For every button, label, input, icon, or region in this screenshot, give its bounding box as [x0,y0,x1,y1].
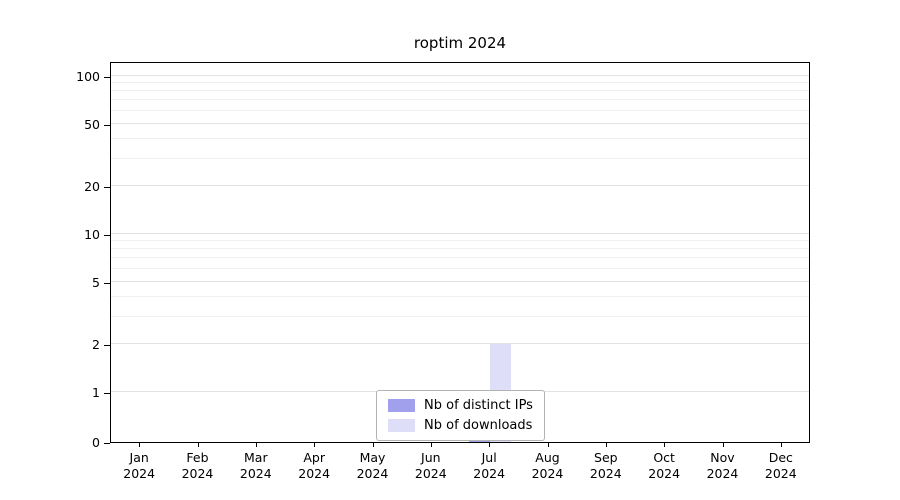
y-tick-mark-icon [104,393,110,394]
y-tick-mark-icon [104,187,110,189]
gridline-minor [111,248,809,250]
x-tick-label: May 2024 [356,450,389,481]
gridline-minor [111,90,809,92]
legend-label-downloads: Nb of downloads [424,418,533,433]
x-tick-mark-icon [547,443,549,447]
x-tick-label: Apr 2024 [298,450,331,481]
x-tick-mark-icon [430,443,432,447]
legend-item-downloads: Nb of downloads [388,418,533,433]
gridline-major [111,280,809,282]
legend-label-distinct-ips: Nb of distinct IPs [424,398,533,413]
x-tick-mark-icon [372,443,374,447]
x-tick-label: Nov 2024 [706,450,739,481]
x-tick-mark-icon [722,443,724,447]
y-tick-label: 5 [92,274,100,290]
y-tick-label: 1 [92,385,100,400]
gridline-minor [111,99,809,101]
gridline-major [111,233,809,234]
gridline-minor [111,315,809,317]
gridline-major [111,185,809,187]
y-tick-label: 20 [84,179,100,195]
gridline-major [111,343,809,345]
x-tick-label: Aug 2024 [531,450,564,481]
y-tick-label: 100 [76,69,100,84]
y-tick-mark-icon [104,235,110,236]
x-tick-label: Jul 2024 [473,450,506,481]
x-tick-mark-icon [255,443,257,447]
x-tick-label: Dec 2024 [764,450,797,481]
x-tick-label: Sep 2024 [589,450,622,481]
y-tick-mark-icon [104,124,110,126]
x-tick-label: Mar 2024 [239,450,272,481]
y-tick-label: 2 [92,337,100,353]
plot-area [110,62,810,443]
x-tick-label: Jan 2024 [123,450,156,481]
x-tick-label: Feb 2024 [181,450,214,481]
gridline-major [111,122,809,124]
legend-item-distinct-ips: Nb of distinct IPs [388,398,533,413]
y-tick-mark-icon [104,443,110,444]
x-tick-label: Jun 2024 [414,450,447,481]
x-tick-mark-icon [664,443,666,447]
x-tick-mark-icon [139,443,141,447]
gridline-minor [111,157,809,159]
x-tick-mark-icon [314,443,316,447]
legend-swatch-downloads-icon [388,419,415,432]
gridline-major [111,75,809,76]
x-tick-mark-icon [489,443,491,447]
legend: Nb of distinct IPs Nb of downloads [376,390,545,441]
legend-swatch-distinct-ips-icon [388,399,415,412]
y-tick-label: 10 [84,227,100,242]
gridline-minor [111,257,809,259]
x-tick-label: Oct 2024 [648,450,681,481]
x-tick-mark-icon [780,443,782,447]
x-tick-mark-icon [605,443,607,447]
y-tick-label: 50 [84,116,100,132]
gridline-minor [111,82,809,84]
y-tick-mark-icon [104,345,110,347]
gridline-minor [111,268,809,270]
y-tick-label: 0 [92,435,100,450]
chart-title: roptim 2024 [413,34,507,52]
gridline-minor [111,137,809,139]
gridline-minor [111,110,809,112]
y-tick-mark-icon [104,282,110,284]
gridline-minor [111,295,809,297]
gridline-minor [111,240,809,242]
x-tick-mark-icon [197,443,199,447]
y-tick-mark-icon [104,77,110,78]
